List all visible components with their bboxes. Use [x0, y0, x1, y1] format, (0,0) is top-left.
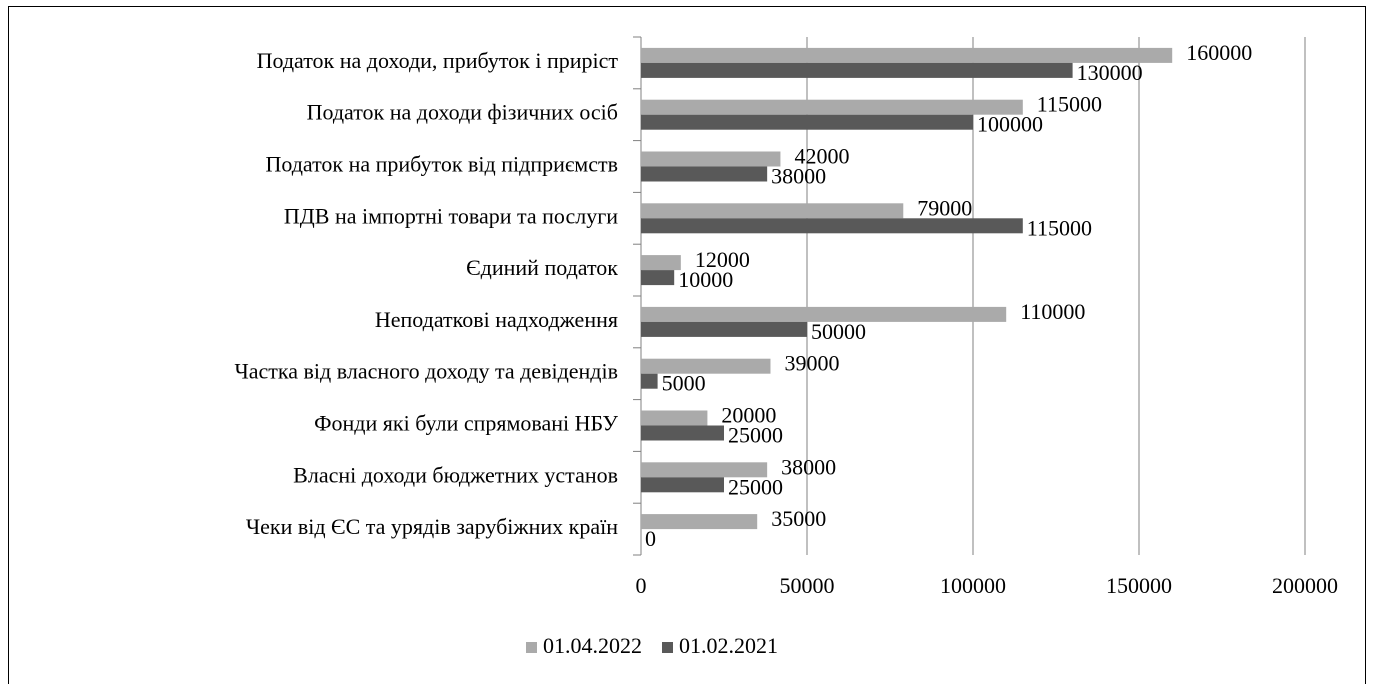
- data-label: 20000: [721, 403, 776, 428]
- y-tick-label: Податок на прибуток від підприємств: [265, 152, 618, 177]
- data-label: 100000: [977, 112, 1043, 137]
- bar: [641, 255, 681, 271]
- bar: [641, 166, 768, 182]
- bar: [641, 462, 768, 478]
- bar: [641, 47, 1173, 63]
- bar: [641, 410, 708, 426]
- data-label: 39000: [784, 351, 839, 376]
- data-label: 42000: [794, 144, 849, 169]
- bar: [641, 425, 724, 441]
- data-label: 25000: [728, 423, 783, 448]
- x-tick-label: 0: [636, 573, 647, 598]
- legend-swatch: [526, 642, 537, 653]
- data-label: 79000: [917, 195, 972, 220]
- bar: [641, 270, 675, 286]
- data-label: 38000: [781, 454, 836, 479]
- x-tick-label: 50000: [780, 573, 835, 598]
- data-label: 25000: [728, 474, 783, 499]
- bar: [641, 203, 904, 219]
- y-tick-label: Єдиний податок: [466, 255, 618, 280]
- data-label: 130000: [1077, 60, 1143, 85]
- y-tick-label: Частка від власного доходу та девідендів: [234, 359, 618, 384]
- bar: [641, 373, 658, 389]
- data-label: 110000: [1020, 299, 1085, 324]
- x-tick-label: 100000: [940, 573, 1006, 598]
- data-label: 50000: [811, 319, 866, 344]
- bar: [641, 514, 758, 530]
- x-tick-label: 200000: [1272, 573, 1338, 598]
- y-tick-label: Податок на доходи фізичних осіб: [307, 100, 618, 125]
- data-label: 12000: [695, 247, 750, 272]
- y-tick-label: Чеки від ЄС та урядів зарубіжних країн: [246, 514, 618, 539]
- bar: [641, 477, 724, 493]
- bar: [641, 306, 1007, 322]
- y-tick-label: Фонди які були спрямовані НБУ: [314, 411, 618, 436]
- y-tick-label: ПДВ на імпортні товари та послуги: [284, 203, 618, 228]
- legend-label: 01.02.2021: [679, 633, 778, 658]
- legend-swatch: [662, 642, 673, 653]
- data-label: 0: [645, 526, 656, 551]
- data-label: 5000: [662, 371, 706, 396]
- x-tick-label: 150000: [1106, 573, 1172, 598]
- bar: [641, 151, 781, 167]
- data-label: 160000: [1186, 40, 1252, 65]
- y-tick-label: Власні доходи бюджетних установ: [293, 462, 618, 487]
- bar: [641, 62, 1073, 78]
- bar: [641, 99, 1023, 115]
- legend-label: 01.04.2022: [543, 633, 642, 658]
- bar: [641, 321, 807, 337]
- bar: [641, 218, 1023, 234]
- chart-frame: [8, 6, 1366, 689]
- y-tick-label: Неподаткові надходження: [375, 307, 618, 332]
- data-label: 115000: [1027, 215, 1092, 240]
- data-label: 115000: [1037, 92, 1102, 117]
- data-label: 10000: [678, 267, 733, 292]
- bar: [641, 358, 771, 374]
- bar: [641, 114, 973, 130]
- data-label: 38000: [771, 164, 826, 189]
- data-label: 35000: [771, 506, 826, 531]
- y-tick-label: Податок на доходи, прибуток і приріст: [257, 48, 619, 73]
